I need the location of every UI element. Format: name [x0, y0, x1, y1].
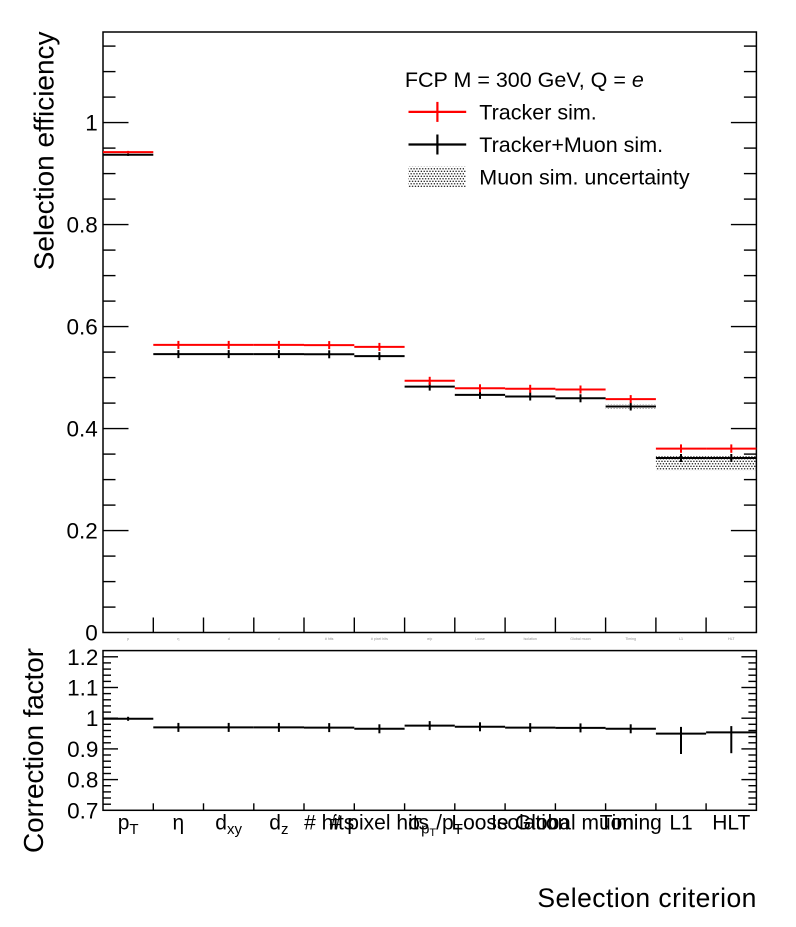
svg-text:Tracker+Muon sim.: Tracker+Muon sim. [479, 133, 663, 157]
svg-text:0.4: 0.4 [67, 417, 98, 442]
svg-text:1.1: 1.1 [67, 676, 98, 701]
svg-text:Isolation: Isolation [524, 637, 537, 641]
svg-text:Global muon: Global muon [570, 637, 590, 641]
svg-text:0.8: 0.8 [67, 213, 98, 238]
svg-text:Global muon: Global muon [515, 812, 634, 835]
svg-text:FCP M = 300 GeV, Q = e: FCP M = 300 GeV, Q = e [405, 68, 644, 92]
svg-text:Selection criterion: Selection criterion [537, 883, 756, 913]
svg-text:1.2: 1.2 [67, 645, 98, 670]
svg-text:Correction factor: Correction factor [18, 648, 49, 853]
svg-text:0.7: 0.7 [67, 798, 98, 823]
svg-text:d: d [278, 637, 280, 641]
svg-text:L1: L1 [679, 637, 683, 641]
svg-text:0.2: 0.2 [67, 519, 98, 544]
svg-text:0.6: 0.6 [67, 315, 98, 340]
svg-text:Muon sim. uncertainty: Muon sim. uncertainty [479, 166, 690, 190]
svg-text:# pixel hits: # pixel hits [371, 637, 388, 641]
svg-text:Tracker sim.: Tracker sim. [479, 101, 596, 125]
svg-text:# hits: # hits [304, 812, 354, 835]
svg-text:Timing: Timing [625, 637, 636, 641]
svg-text:0.9: 0.9 [67, 737, 98, 762]
svg-text:HLT: HLT [728, 637, 735, 641]
svg-text:L1: L1 [669, 812, 692, 835]
svg-text:Selection efficiency: Selection efficiency [28, 31, 59, 270]
svg-text:η: η [177, 637, 179, 641]
svg-text:HLT: HLT [712, 812, 750, 835]
svg-text:0: 0 [85, 621, 98, 646]
svg-text:σ/p: σ/p [427, 637, 432, 641]
svg-text:1: 1 [85, 111, 98, 136]
svg-text:# hits: # hits [325, 637, 334, 641]
svg-text:Loose: Loose [451, 812, 508, 835]
svg-text:p: p [127, 637, 129, 641]
svg-text:Isolation: Isolation [491, 812, 569, 835]
svg-text:Timing: Timing [600, 812, 662, 835]
svg-text:1: 1 [86, 706, 99, 731]
svg-text:σpT/pT: σpT/pT [408, 812, 463, 840]
svg-text:pT: pT [118, 812, 139, 839]
svg-text:d: d [228, 637, 230, 641]
svg-text:η: η [173, 812, 185, 835]
svg-text:dxy: dxy [215, 812, 242, 839]
svg-text:Loose: Loose [475, 637, 485, 641]
svg-text:# pixel hits: # pixel hits [330, 812, 429, 835]
svg-text:0.8: 0.8 [67, 768, 98, 793]
svg-text:dz: dz [269, 812, 288, 839]
